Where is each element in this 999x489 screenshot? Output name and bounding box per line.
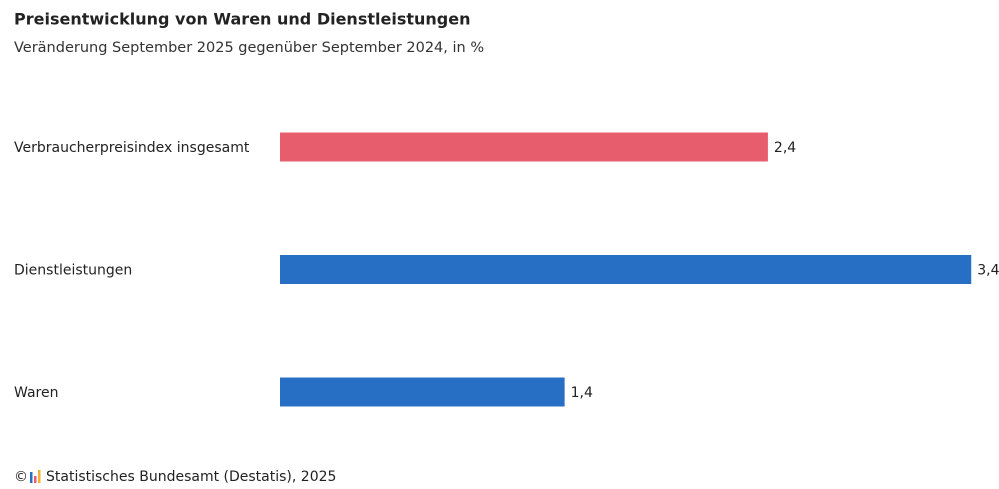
value-label: 2,4 (774, 140, 796, 156)
category-label: Verbraucherpreisindex insgesamt (14, 140, 250, 156)
logo (30, 470, 41, 483)
category-label: Waren (14, 385, 58, 401)
copyright: © (14, 469, 28, 485)
bar (280, 132, 768, 162)
chart-title: Preisentwicklung von Waren und Dienstlei… (14, 10, 470, 29)
bar (280, 255, 972, 284)
value-label: 3,4 (977, 263, 999, 279)
bar (280, 377, 565, 407)
value-label: 1,4 (571, 385, 593, 401)
chart-subtitle: Veränderung September 2025 gegenüber Sep… (14, 40, 484, 56)
category-label: Dienstleistungen (14, 263, 132, 279)
source: Statistisches Bundesamt (Destatis), 2025 (46, 469, 336, 485)
